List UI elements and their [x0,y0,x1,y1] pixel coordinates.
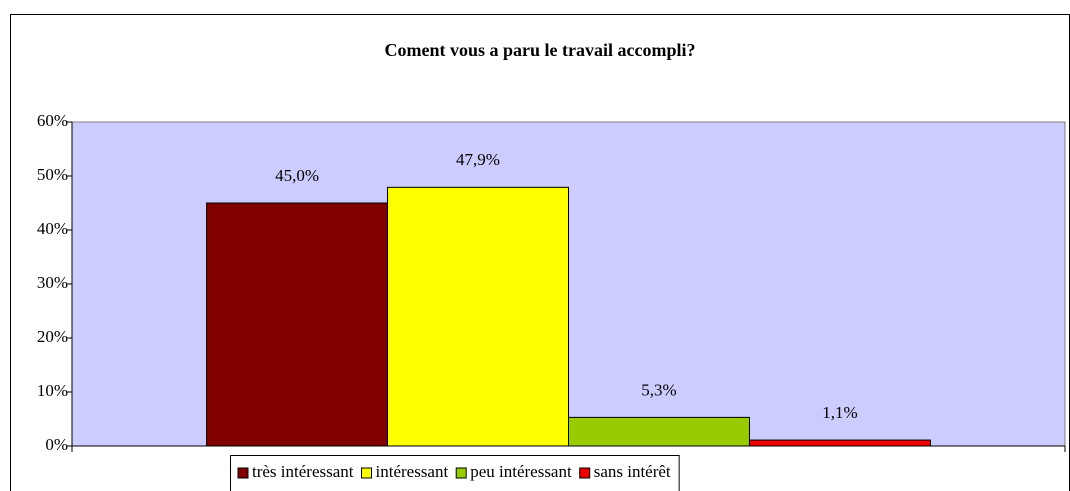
legend [230,455,680,491]
y-tick-label: 60% [37,111,68,130]
bar [568,416,750,447]
data-label: 1,1% [822,403,857,422]
y-tick-label: 10% [37,381,68,400]
y-tick-label: 30% [37,273,68,292]
y-tick-label: 0% [45,435,68,454]
legend-label: très intéressant [252,462,354,481]
y-tick-label: 50% [37,165,68,184]
bar [748,439,931,447]
bar [206,202,389,447]
legend-swatch [361,467,372,479]
data-label: 45,0% [275,166,319,185]
data-label: 5,3% [641,380,676,399]
legend-swatch [455,467,467,479]
data-label: 47,9% [456,150,500,169]
legend-swatch [579,467,591,479]
y-tick-label: 40% [37,219,68,238]
bar [387,186,569,447]
y-tick-label: 20% [37,327,68,346]
legend-label: sans intérêt [594,462,671,481]
legend-swatch [237,467,249,479]
chart-title: Coment vous a paru le travail accompli? [385,40,696,60]
legend-label: intéressant [376,462,449,481]
legend-label: peu intéressant [470,462,572,481]
